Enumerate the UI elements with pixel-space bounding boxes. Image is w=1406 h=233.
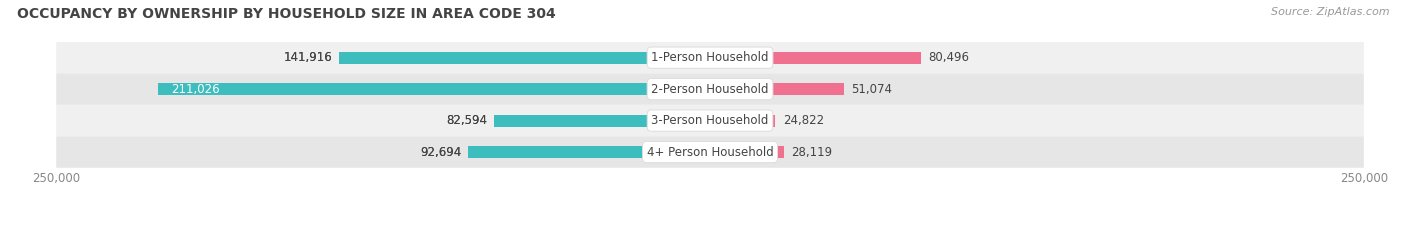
Text: Source: ZipAtlas.com: Source: ZipAtlas.com [1271, 7, 1389, 17]
Bar [468, 146, 710, 158]
Text: 141,916: 141,916 [284, 51, 332, 64]
Text: 3-Person Household: 3-Person Household [651, 114, 769, 127]
Text: 2-Person Household: 2-Person Household [651, 83, 769, 96]
Bar [710, 52, 921, 64]
Text: 92,694: 92,694 [420, 146, 461, 158]
Bar [157, 83, 710, 95]
Bar [494, 115, 710, 127]
Text: 141,916: 141,916 [284, 51, 332, 64]
Text: 24,822: 24,822 [783, 114, 824, 127]
Bar [339, 52, 710, 64]
Bar [710, 83, 844, 95]
FancyBboxPatch shape [56, 73, 1364, 105]
Text: 211,026: 211,026 [172, 83, 219, 96]
Text: 80,496: 80,496 [928, 51, 969, 64]
Text: 211,026: 211,026 [682, 83, 731, 96]
Text: 92,694: 92,694 [420, 146, 461, 158]
Text: 82,594: 82,594 [447, 114, 488, 127]
Text: 4+ Person Household: 4+ Person Household [647, 146, 773, 158]
Text: 51,074: 51,074 [852, 83, 893, 96]
FancyBboxPatch shape [56, 136, 1364, 168]
Bar [710, 146, 783, 158]
Text: 82,594: 82,594 [447, 114, 488, 127]
FancyBboxPatch shape [56, 105, 1364, 136]
FancyBboxPatch shape [56, 42, 1364, 73]
Text: 28,119: 28,119 [792, 146, 832, 158]
Bar [710, 115, 775, 127]
Text: 1-Person Household: 1-Person Household [651, 51, 769, 64]
Legend: Owner-occupied, Renter-occupied: Owner-occupied, Renter-occupied [585, 230, 835, 233]
Text: OCCUPANCY BY OWNERSHIP BY HOUSEHOLD SIZE IN AREA CODE 304: OCCUPANCY BY OWNERSHIP BY HOUSEHOLD SIZE… [17, 7, 555, 21]
